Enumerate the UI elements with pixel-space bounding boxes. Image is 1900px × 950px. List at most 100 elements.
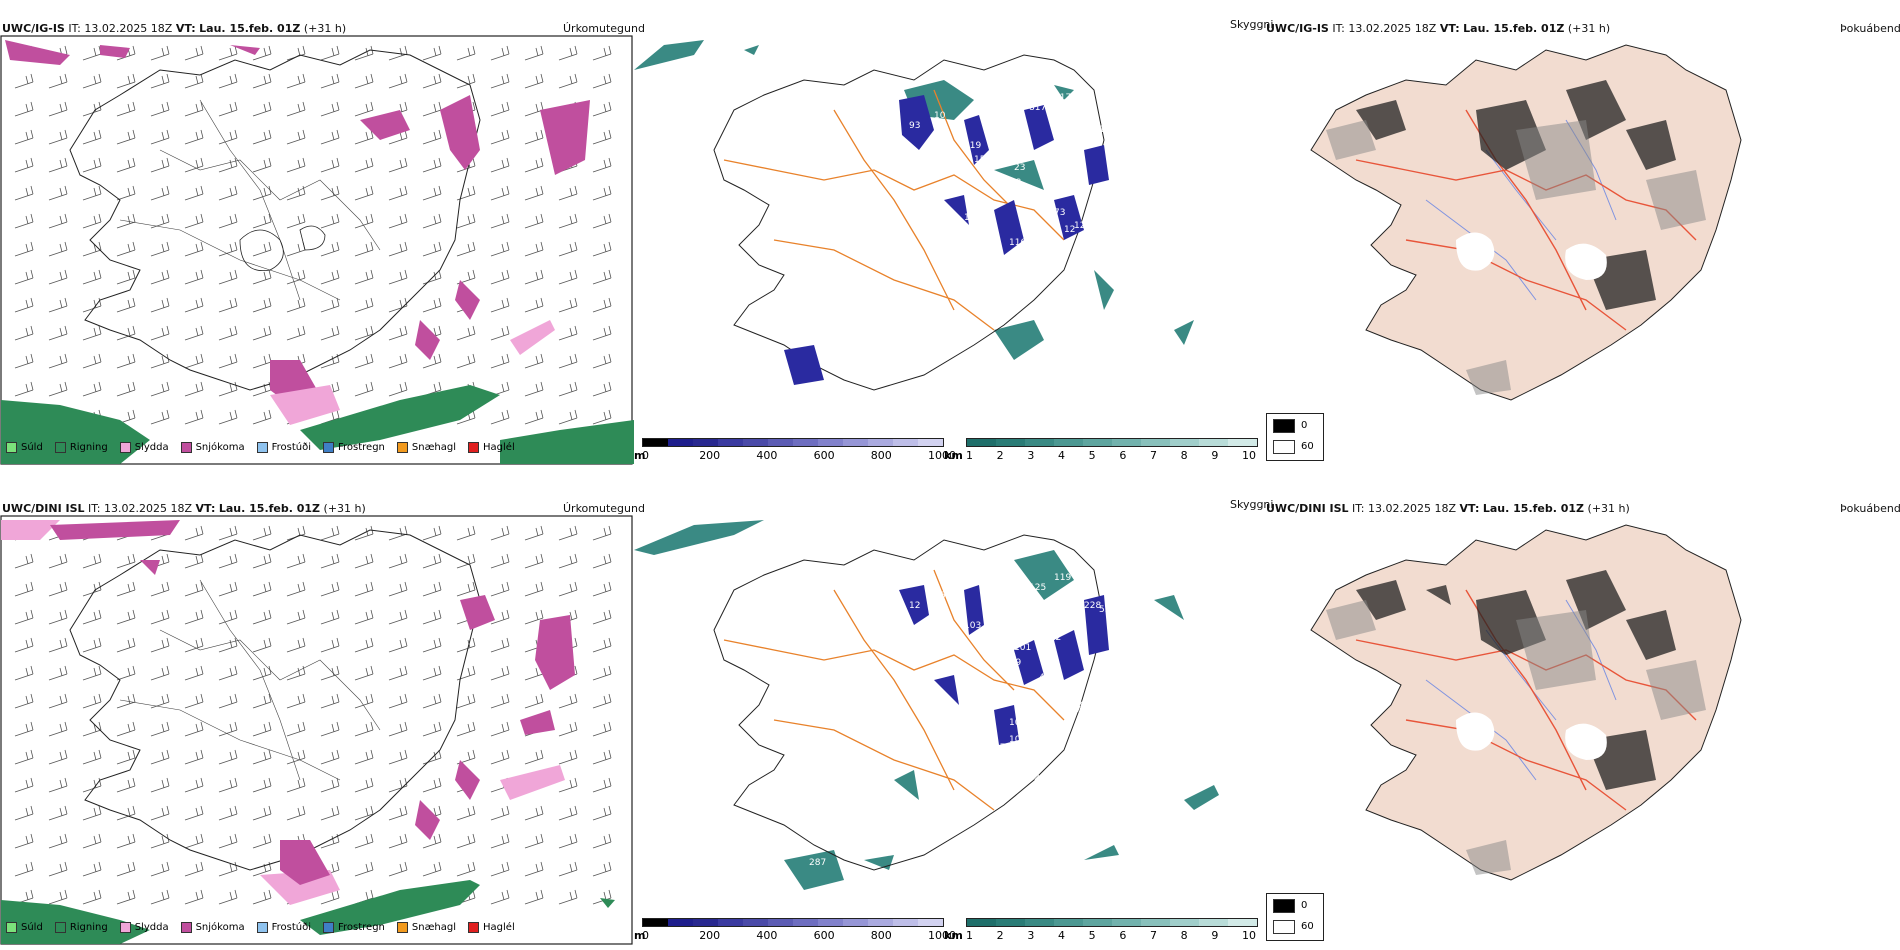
visibility-label: 212: [1044, 633, 1061, 643]
row1-fog-panel: UWC/IG-IS IT: 13.02.2025 18Z VT: Lau. 15…: [1266, 0, 1900, 465]
wind-barb: [388, 833, 408, 849]
wind-barb: [558, 693, 578, 709]
wind-barb: [354, 749, 374, 765]
wind-barb: [252, 157, 272, 173]
wind-barb: [150, 297, 170, 313]
wind-barb: [388, 777, 408, 793]
wind-barb: [150, 353, 170, 369]
colorbar-tick: 1000: [928, 449, 956, 462]
wind-barb: [422, 73, 442, 89]
wind-barb: [116, 241, 136, 257]
wind-barb: [48, 353, 68, 369]
wind-barb: [116, 353, 136, 369]
visibility-label: 23: [1014, 163, 1025, 173]
legend-item: Frostúði: [256, 442, 311, 453]
wind-barb: [116, 609, 136, 625]
wind-barb: [286, 269, 306, 285]
colorbar-cell: [996, 919, 1025, 926]
wind-barb: [524, 805, 544, 821]
wind-barb: [558, 721, 578, 737]
wind-barb: [218, 693, 238, 709]
wind-barb: [490, 609, 510, 625]
wind-barb: [252, 73, 272, 89]
visibility-label: 55: [1099, 605, 1110, 615]
wind-barb: [286, 665, 306, 681]
wind-barb: [354, 833, 374, 849]
visibility-label: 150: [809, 315, 826, 325]
wind-barb: [422, 129, 442, 145]
row2-precip-header: UWC/DINI ISL IT: 13.02.2025 18Z VT: Lau.…: [2, 502, 366, 515]
visibility-label: 152: [1009, 255, 1026, 265]
wind-barb: [286, 721, 306, 737]
fog-land: [1310, 524, 1742, 881]
wind-barb: [116, 665, 136, 681]
wind-barb: [524, 269, 544, 285]
model-name: UWC/DINI ISL: [2, 502, 85, 515]
legend-label: Haglél: [483, 442, 515, 453]
wind-barb: [490, 101, 510, 117]
wind-barb: [184, 693, 204, 709]
wind-barb: [490, 665, 510, 681]
wind-barb: [592, 637, 612, 653]
wind-barb: [558, 581, 578, 597]
wind-barb: [82, 129, 102, 145]
wind-barb: [354, 381, 374, 397]
colorbar-tick: 8: [1180, 929, 1188, 942]
wind-barb: [524, 353, 544, 369]
wind-barb: [218, 353, 238, 369]
visibility-label: 71: [812, 783, 823, 793]
it-value: 13.02.2025 18Z: [1348, 22, 1437, 35]
vis-blue-areas: [784, 95, 1109, 385]
wind-barb: [150, 665, 170, 681]
visibility-label: 86: [1054, 611, 1066, 621]
wind-barb: [592, 73, 612, 89]
legend-item: Súld: [6, 442, 43, 453]
wind-barb: [320, 665, 340, 681]
row1-fog-header: UWC/IG-IS IT: 13.02.2025 18Z VT: Lau. 15…: [1266, 22, 1610, 35]
wind-barb: [48, 269, 68, 285]
wind-barb: [14, 581, 34, 597]
wind-barb: [14, 693, 34, 709]
wind-barb: [116, 213, 136, 229]
wind-barb: [422, 637, 442, 653]
wind-barb: [456, 805, 476, 821]
wind-barb: [422, 297, 442, 313]
rain-area: [1, 880, 615, 944]
visibility-label: 156: [974, 155, 991, 165]
vt-label: VT:: [195, 502, 216, 515]
wind-barb: [218, 833, 238, 849]
wind-barb: [82, 185, 102, 201]
it-label: IT:: [1332, 22, 1345, 35]
row2-fog-legend: 0 60: [1266, 893, 1324, 941]
wind-barb: [252, 409, 272, 425]
colorbar-cell: [693, 919, 718, 926]
wind-barb: [320, 637, 340, 653]
visibility-label: 10: [934, 111, 946, 121]
fog-dense-swatch: [1273, 899, 1295, 913]
wind-barb: [490, 73, 510, 89]
wind-barb: [388, 749, 408, 765]
wind-barb: [150, 721, 170, 737]
wind-barb: [354, 297, 374, 313]
visibility-label: 12: [1064, 225, 1075, 235]
wind-barb: [218, 553, 238, 569]
wind-barb: [558, 381, 578, 397]
wind-barb: [184, 749, 204, 765]
colorbar-cell: [643, 919, 668, 926]
colorbar-cell: [818, 439, 843, 446]
fog-clear-swatch: [1273, 440, 1295, 454]
vt-value: Lau. 15.feb. 01Z: [199, 22, 301, 35]
wind-barb: [48, 581, 68, 597]
wind-barb: [422, 553, 442, 569]
colorbar-tick: 600: [813, 929, 835, 942]
wind-barb: [558, 805, 578, 821]
it-label: IT:: [1352, 502, 1365, 515]
wind-barb: [320, 553, 340, 569]
wind-barb: [388, 637, 408, 653]
wind-barb: [354, 101, 374, 117]
colorbar-cell: [1199, 919, 1228, 926]
wind-barb: [82, 213, 102, 229]
colorbar-tick: 8: [1180, 449, 1188, 462]
visibility-label: 483: [784, 843, 801, 853]
wind-barb: [320, 525, 340, 541]
